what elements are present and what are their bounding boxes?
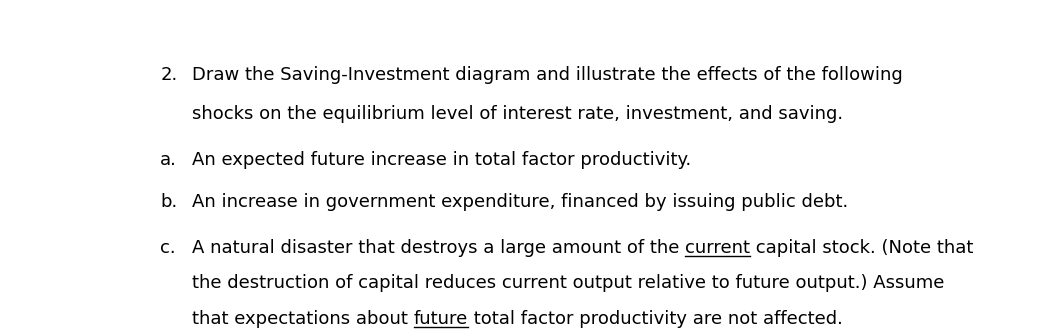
Text: total factor productivity are not affected.: total factor productivity are not affect… xyxy=(468,310,843,328)
Text: future: future xyxy=(414,310,468,328)
Text: the destruction of capital reduces current output relative to future output.) As: the destruction of capital reduces curre… xyxy=(192,274,945,292)
Text: A natural disaster that destroys a large amount of the: A natural disaster that destroys a large… xyxy=(192,239,685,257)
Text: Draw the Saving-Investment diagram and illustrate the effects of the following: Draw the Saving-Investment diagram and i… xyxy=(192,67,903,84)
Text: that expectations about: that expectations about xyxy=(192,310,414,328)
Text: c.: c. xyxy=(160,239,176,257)
Text: shocks on the equilibrium level of interest rate, investment, and saving.: shocks on the equilibrium level of inter… xyxy=(192,105,843,123)
Text: current: current xyxy=(685,239,751,257)
Text: b.: b. xyxy=(160,193,177,211)
Text: 2.: 2. xyxy=(160,67,177,84)
Text: a.: a. xyxy=(160,151,177,168)
Text: An increase in government expenditure, financed by issuing public debt.: An increase in government expenditure, f… xyxy=(192,193,848,211)
Text: capital stock. (Note that: capital stock. (Note that xyxy=(751,239,974,257)
Text: An expected future increase in total factor productivity.: An expected future increase in total fac… xyxy=(192,151,692,168)
